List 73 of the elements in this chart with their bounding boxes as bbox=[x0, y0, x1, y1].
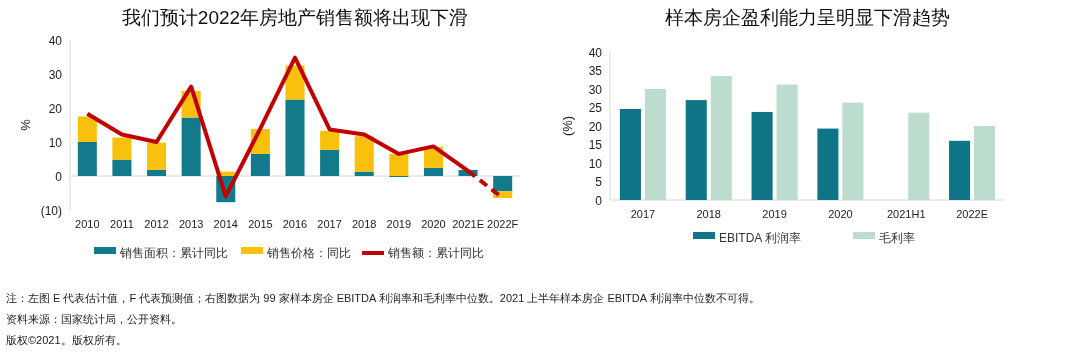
bar bbox=[354, 171, 374, 176]
x-tick-label: 2020 bbox=[828, 208, 853, 220]
y-axis-title: % bbox=[18, 118, 33, 131]
x-tick-label: 2020 bbox=[421, 218, 446, 230]
y-tick-label: (10) bbox=[40, 203, 62, 218]
y-tick-label: 40 bbox=[48, 33, 63, 48]
y-tick-label: 30 bbox=[588, 82, 603, 97]
y-tick-label: 25 bbox=[588, 101, 603, 115]
text: 版权©2021。版权所有。 bbox=[6, 334, 127, 346]
bar bbox=[685, 100, 707, 200]
x-tick-label: 2015 bbox=[248, 218, 273, 230]
text: 资料来源：国家统计局，公开资料。 bbox=[6, 313, 182, 325]
x-tick-label: 2014 bbox=[213, 218, 239, 230]
y-tick-label: 10 bbox=[588, 156, 603, 171]
x-tick-label: 2017 bbox=[317, 218, 342, 230]
bar bbox=[77, 116, 97, 142]
y-tick-label: 40 bbox=[588, 45, 603, 60]
bar bbox=[181, 117, 201, 176]
bar bbox=[776, 84, 798, 200]
y-tick-label: 20 bbox=[588, 119, 603, 134]
x-tick-label: 2019 bbox=[386, 218, 412, 230]
bar bbox=[112, 159, 132, 176]
bar bbox=[112, 137, 132, 160]
x-tick-label: 2019 bbox=[762, 208, 787, 220]
bar bbox=[285, 99, 305, 176]
x-tick-label: 2016 bbox=[282, 218, 308, 230]
bar bbox=[423, 167, 443, 176]
chart-title: 我们预计2022年房地产销售额将出现下滑 bbox=[121, 7, 469, 28]
bar bbox=[974, 126, 996, 200]
bar bbox=[949, 140, 971, 200]
y-tick-label: 35 bbox=[588, 64, 603, 78]
x-tick-label: 2011 bbox=[110, 218, 134, 230]
bar bbox=[493, 176, 513, 192]
x-tick-label: 2021E bbox=[452, 218, 484, 230]
text: 注：左图 E 代表估计值，F 代表预测值；右图数据为 99 家样本房企 EBITDA 利润率和毛利率中位数。2021 上半年样本房企 EBITDA 利润率中位数不可得。 bbox=[6, 292, 760, 304]
bar bbox=[710, 76, 732, 200]
bar bbox=[644, 89, 666, 200]
y-tick-label: 15 bbox=[588, 138, 603, 152]
bar bbox=[320, 149, 340, 176]
bar bbox=[77, 142, 97, 176]
x-tick-label: 2022E bbox=[956, 208, 988, 220]
bar bbox=[147, 169, 167, 176]
y-tick-label: 5 bbox=[595, 175, 603, 189]
legend-label: 销售价格：同比 bbox=[266, 246, 351, 260]
bar bbox=[320, 130, 340, 150]
bar bbox=[817, 128, 839, 200]
bar bbox=[619, 108, 641, 200]
bar bbox=[147, 142, 167, 170]
legend-label: 销售额：累计同比 bbox=[387, 246, 484, 260]
y-axis-title: (%) bbox=[560, 115, 575, 137]
x-tick-label: 2017 bbox=[630, 208, 656, 220]
legend-label: 销售面积：累计同比 bbox=[119, 246, 228, 260]
y-tick-label: 0 bbox=[595, 193, 603, 208]
bar bbox=[389, 153, 409, 176]
bar bbox=[250, 153, 270, 176]
x-tick-label: 2021H1 bbox=[886, 208, 926, 220]
x-tick-label: 2022F bbox=[487, 218, 519, 230]
legend-label: EBITDA 利润率 bbox=[719, 231, 802, 245]
y-tick-label: 0 bbox=[55, 169, 63, 184]
x-tick-label: 2010 bbox=[75, 218, 100, 230]
bar bbox=[751, 111, 773, 200]
y-tick-label: 20 bbox=[48, 101, 63, 116]
bar bbox=[842, 102, 864, 200]
bar bbox=[354, 136, 374, 172]
x-tick-label: 2013 bbox=[178, 218, 204, 230]
y-tick-label: 10 bbox=[48, 135, 63, 150]
chart-title: 样本房企盈利能力呈明显下滑趋势 bbox=[665, 7, 950, 28]
bar bbox=[908, 112, 930, 200]
legend-label: 毛利率 bbox=[879, 231, 915, 245]
y-tick-label: 30 bbox=[48, 67, 63, 82]
x-tick-label: 2012 bbox=[144, 218, 169, 230]
x-tick-label: 2018 bbox=[351, 218, 377, 230]
x-tick-label: 2018 bbox=[696, 208, 721, 220]
